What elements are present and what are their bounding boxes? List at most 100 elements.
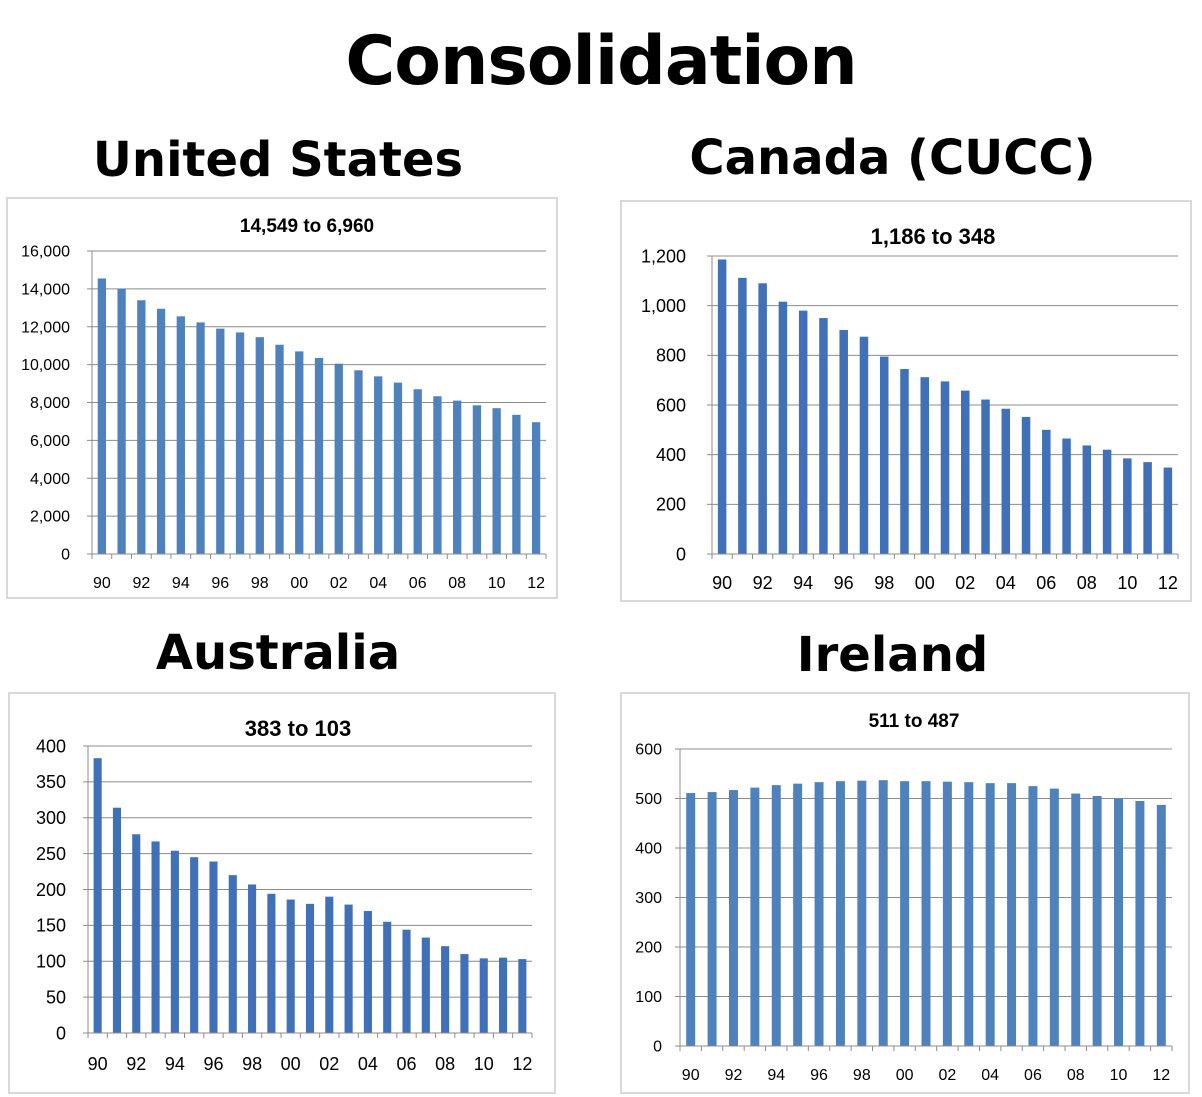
- chart-title: 1,186 to 348: [871, 224, 996, 249]
- y-tick-label: 200: [36, 880, 66, 900]
- bar: [1092, 796, 1102, 1046]
- y-tick-label: 14,000: [21, 281, 70, 298]
- chart-title: 14,549 to 6,960: [240, 216, 374, 237]
- bar: [248, 884, 257, 1033]
- bar: [498, 957, 508, 1033]
- bar: [421, 937, 430, 1033]
- y-tick-label: 0: [61, 547, 70, 564]
- bar: [305, 903, 315, 1033]
- x-tick-label: 94: [767, 1067, 785, 1084]
- bar: [758, 283, 767, 554]
- y-tick-label: 800: [656, 346, 686, 366]
- bar: [879, 356, 889, 554]
- chart-united-states: 14,549 to 6,960 0 2,000 4,000 6,000 8,000 10,0…: [6, 197, 558, 599]
- bar: [1028, 786, 1038, 1046]
- country-title-ireland: Ireland: [796, 627, 989, 683]
- bar: [156, 308, 166, 554]
- x-tick-label: 06: [1036, 573, 1056, 593]
- x-tick-label: 10: [1117, 573, 1137, 593]
- bar: [363, 911, 372, 1033]
- x-tick-label: 92: [725, 1067, 743, 1084]
- bar: [216, 328, 225, 554]
- x-tick-label: 96: [203, 1054, 223, 1074]
- x-tick-label: 12: [527, 575, 545, 592]
- bar: [1123, 458, 1132, 554]
- chart-ireland: 511 to 487 0 100 200 300 400 500 600 90 92 94 96 98 0…: [620, 692, 1190, 1094]
- x-tick-label: 12: [1158, 573, 1178, 593]
- y-tick-label: 0: [56, 1023, 66, 1043]
- bar: [985, 783, 995, 1046]
- bar: [707, 792, 717, 1046]
- x-tick-label: 90: [712, 573, 732, 593]
- x-tick-label: 00: [896, 1067, 914, 1084]
- bar: [196, 322, 205, 554]
- bar: [1082, 445, 1092, 554]
- bar: [531, 422, 541, 554]
- bar: [325, 896, 334, 1033]
- bar: [778, 301, 788, 554]
- y-tick-label: 400: [656, 445, 686, 465]
- bar: [190, 857, 199, 1033]
- x-tick-label: 98: [242, 1054, 262, 1074]
- chart-svg: 383 to 103 0 50 100 150 200 250 300 350 400 90 92 94…: [36, 716, 533, 1074]
- x-tick-label: 06: [409, 575, 427, 592]
- bar: [771, 785, 781, 1046]
- bar: [112, 807, 122, 1033]
- y-tick-label: 2,000: [30, 509, 70, 526]
- bar: [921, 781, 931, 1046]
- bar: [835, 781, 845, 1046]
- bar: [878, 780, 888, 1046]
- bar: [267, 893, 276, 1033]
- bar: [383, 921, 392, 1033]
- y-tick-label: 4,000: [30, 471, 70, 488]
- bar: [1071, 793, 1081, 1046]
- bar: [857, 780, 867, 1046]
- bar: [176, 316, 185, 554]
- x-tick-label: 96: [834, 573, 854, 593]
- x-tick-label: 12: [512, 1054, 532, 1074]
- x-tick-label: 90: [682, 1067, 700, 1084]
- y-tick-label: 300: [36, 808, 66, 828]
- bar: [961, 390, 970, 554]
- page-title: Consolidation: [345, 22, 857, 101]
- country-title-canada: Canada (CUCC): [689, 130, 1096, 186]
- bar: [235, 332, 245, 554]
- bar: [460, 954, 469, 1033]
- bar: [255, 337, 264, 554]
- y-tick-label: 200: [656, 495, 686, 515]
- bar: [1021, 416, 1031, 554]
- x-tick-label: 02: [938, 1067, 956, 1084]
- x-tick-label: 98: [853, 1067, 871, 1084]
- bar: [1163, 467, 1173, 554]
- bar: [314, 357, 324, 554]
- x-tick-label: 08: [448, 575, 466, 592]
- x-tick-label: 10: [474, 1054, 494, 1074]
- bar: [1156, 804, 1166, 1046]
- bar: [819, 318, 828, 554]
- bar: [1143, 462, 1152, 554]
- bar: [295, 351, 304, 554]
- bar: [1114, 798, 1124, 1046]
- y-tick-label: 0: [653, 1039, 662, 1056]
- x-tick-label: 96: [211, 575, 229, 592]
- bar: [686, 793, 696, 1046]
- x-tick-label: 06: [397, 1054, 417, 1074]
- bar: [170, 850, 179, 1033]
- country-title-us: United States: [92, 132, 464, 188]
- x-tick-label: 02: [955, 573, 975, 593]
- x-tick-label: 90: [93, 575, 111, 592]
- bar: [228, 875, 237, 1033]
- bar: [1042, 429, 1051, 554]
- x-tick-label: 90: [88, 1054, 108, 1074]
- x-tick-label: 96: [810, 1067, 828, 1084]
- bar: [117, 288, 126, 554]
- bar: [286, 899, 295, 1033]
- y-tick-label: 500: [635, 791, 662, 808]
- bar: [1102, 449, 1112, 554]
- x-tick-label: 94: [793, 573, 813, 593]
- x-tick-label: 08: [1067, 1067, 1085, 1084]
- bar: [132, 834, 141, 1033]
- x-tick-label: 04: [358, 1054, 378, 1074]
